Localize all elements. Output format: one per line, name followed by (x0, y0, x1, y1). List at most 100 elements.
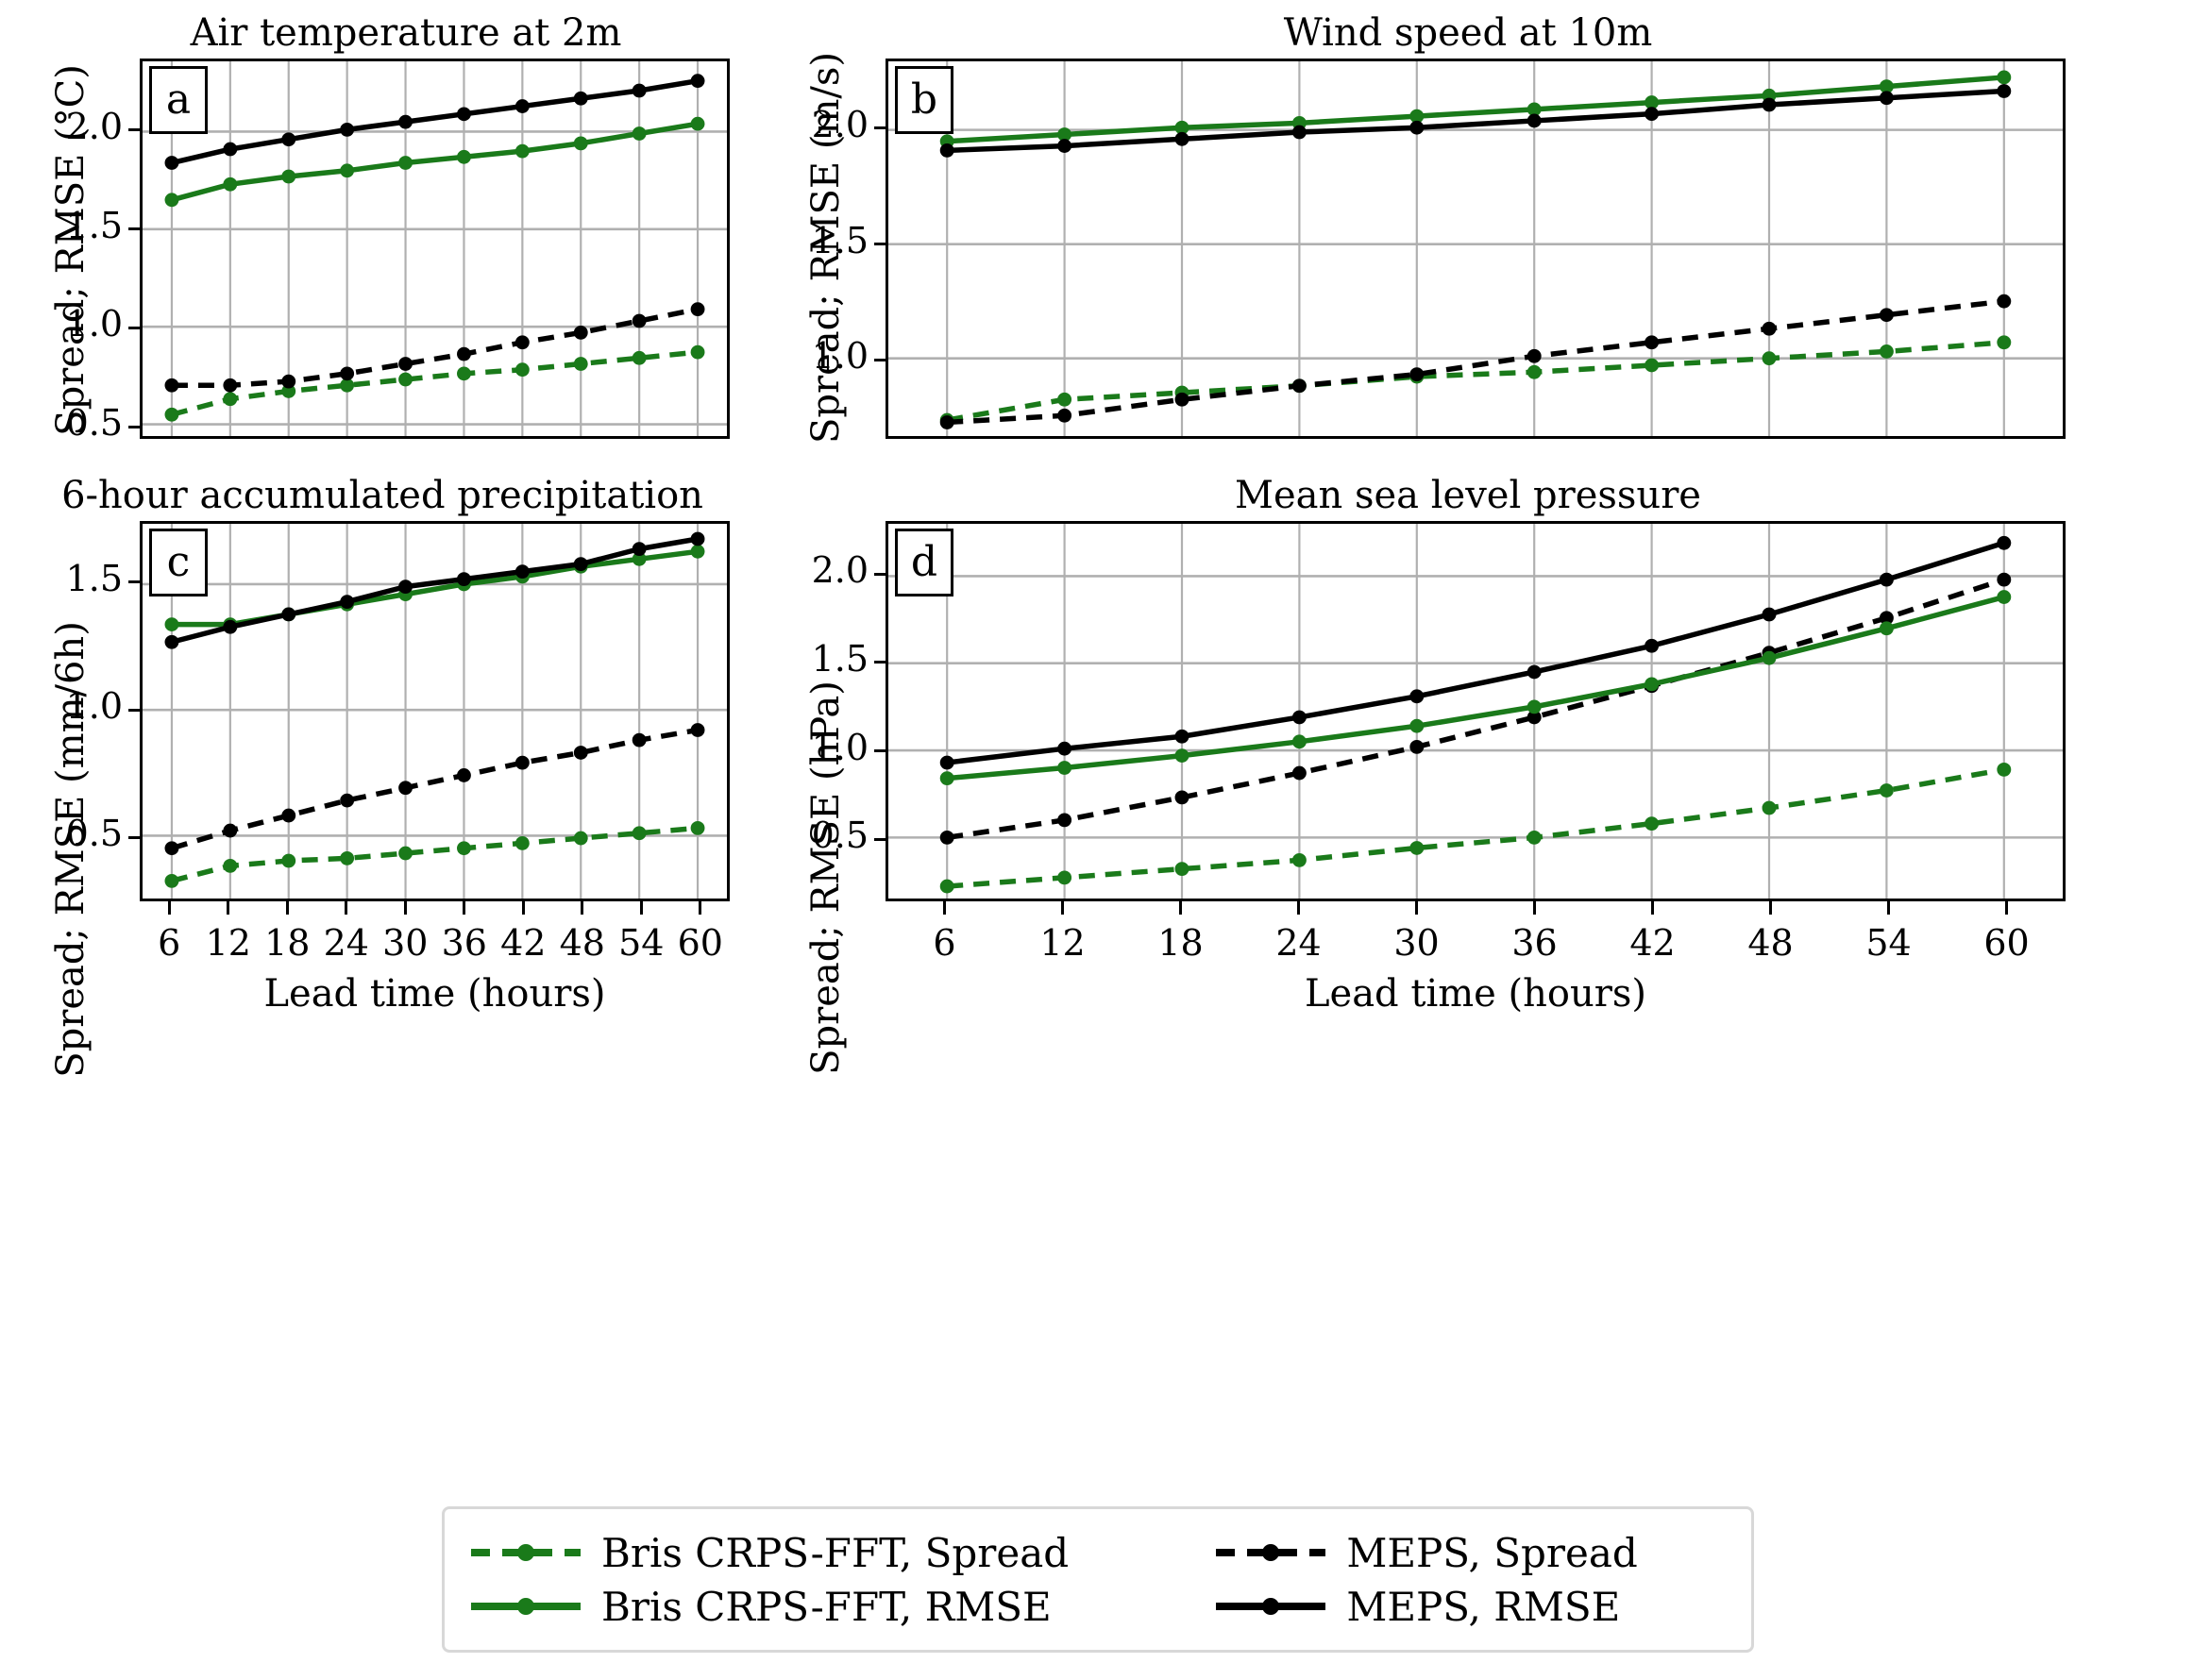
x-tick-label: 18 (264, 922, 311, 964)
x-tick-label: 54 (1865, 922, 1912, 964)
figure-legend: Bris CRPS-FFT, Spread MEPS, Spread Bris … (442, 1506, 1754, 1653)
x-tick-mark (1061, 901, 1064, 915)
x-tick-label: 12 (205, 922, 251, 964)
y-tick-mark (874, 572, 886, 576)
y-tick-label: 0.5 (811, 815, 869, 857)
panel-b-canvas (888, 61, 2063, 436)
panel-d-plot (886, 521, 2066, 901)
y-tick-mark (128, 708, 140, 712)
x-tick-label: 42 (1629, 922, 1676, 964)
x-tick-label: 36 (441, 922, 487, 964)
panel-a-title: Air temperature at 2m (190, 11, 622, 55)
panel-a-letter: a (149, 66, 208, 134)
y-tick-mark (874, 126, 886, 130)
panel-a: Air temperature at 2m Spread; RMSE (°C) … (0, 0, 755, 472)
x-tick-mark (1415, 901, 1418, 915)
y-tick-mark (128, 425, 140, 428)
legend-label-meps-spread: MEPS, Spread (1346, 1529, 1638, 1576)
y-tick-label: 1.0 (811, 335, 869, 378)
y-tick-mark (128, 128, 140, 132)
legend-entry-meps-spread: MEPS, Spread (1214, 1530, 1727, 1576)
panel-d-ylabel: Spread; RMSE (hPa) (804, 680, 848, 1075)
x-tick-mark (403, 901, 407, 915)
x-tick-mark (1179, 901, 1182, 915)
y-tick-mark (874, 749, 886, 753)
y-tick-label: 0.5 (65, 402, 123, 445)
panel-b-letter: b (895, 66, 953, 134)
legend-swatch-meps-rmse (1216, 1598, 1326, 1615)
panel-d-xlabel: Lead time (hours) (1304, 972, 1647, 1016)
panel-d-canvas (888, 524, 2063, 899)
y-tick-label: 1.5 (65, 204, 123, 246)
y-tick-label: 1.5 (811, 637, 869, 680)
y-tick-label: 1.5 (811, 219, 869, 261)
y-tick-label: 0.5 (65, 813, 123, 855)
panel-a-plot (140, 59, 730, 439)
x-tick-label: 18 (1157, 922, 1204, 964)
legend-swatch-bris-spread (471, 1544, 581, 1561)
x-tick-mark (1297, 901, 1300, 915)
x-tick-label: 30 (1393, 922, 1440, 964)
panel-c-xlabel: Lead time (hours) (263, 972, 606, 1016)
y-tick-mark (874, 358, 886, 361)
legend-label-meps-rmse: MEPS, RMSE (1346, 1583, 1621, 1630)
panel-d-letter: d (895, 529, 953, 596)
y-tick-mark (128, 835, 140, 839)
x-tick-label: 54 (618, 922, 665, 964)
x-tick-label: 12 (1039, 922, 1086, 964)
y-tick-label: 1.0 (811, 726, 869, 768)
x-tick-mark (1651, 901, 1654, 915)
y-tick-label: 1.5 (65, 557, 123, 599)
panel-c-letter: c (149, 529, 208, 596)
x-tick-mark (943, 901, 946, 915)
x-tick-mark (345, 901, 348, 915)
y-tick-mark (128, 227, 140, 230)
x-tick-label: 24 (323, 922, 369, 964)
y-tick-label: 2.0 (811, 103, 869, 145)
panel-a-canvas (143, 61, 727, 436)
x-tick-mark (1769, 901, 1772, 915)
x-tick-label: 60 (1983, 922, 2030, 964)
x-tick-label: 6 (933, 922, 956, 964)
y-tick-mark (128, 580, 140, 584)
x-tick-label: 36 (1511, 922, 1558, 964)
panel-c-plot (140, 521, 730, 901)
x-tick-label: 48 (1747, 922, 1794, 964)
y-tick-label: 1.0 (65, 685, 123, 728)
panel-b: Wind speed at 10m Spread; RMSE (m/s) b 1… (755, 0, 2193, 472)
x-tick-mark (521, 901, 525, 915)
y-tick-label: 2.0 (811, 549, 869, 592)
legend-swatch-bris-rmse (471, 1598, 581, 1615)
x-tick-mark (581, 901, 584, 915)
y-tick-mark (874, 243, 886, 246)
panel-b-plot (886, 59, 2066, 439)
x-tick-mark (639, 901, 643, 915)
y-tick-mark (874, 837, 886, 841)
legend-entry-meps-rmse: MEPS, RMSE (1214, 1584, 1727, 1630)
panel-c: 6-hour accumulated precipitation Spread;… (0, 462, 755, 1472)
x-tick-mark (699, 901, 702, 915)
legend-label-bris-rmse: Bris CRPS-FFT, RMSE (601, 1583, 1052, 1630)
x-tick-label: 6 (158, 922, 181, 964)
y-tick-mark (128, 326, 140, 329)
x-tick-label: 48 (559, 922, 605, 964)
x-tick-mark (227, 901, 230, 915)
x-tick-label: 60 (677, 922, 723, 964)
x-tick-label: 30 (382, 922, 429, 964)
x-tick-label: 24 (1275, 922, 1322, 964)
y-tick-mark (874, 661, 886, 664)
panel-d-title: Mean sea level pressure (1235, 474, 1701, 517)
x-tick-label: 42 (500, 922, 547, 964)
panel-b-title: Wind speed at 10m (1283, 11, 1653, 55)
panel-d: Mean sea level pressure Spread; RMSE (hP… (755, 462, 2193, 1472)
legend-swatch-meps-spread (1216, 1544, 1326, 1561)
legend-entry-bris-rmse: Bris CRPS-FFT, RMSE (469, 1584, 1157, 1630)
y-tick-label: 1.0 (65, 303, 123, 345)
panel-c-canvas (143, 524, 727, 899)
panel-c-title: 6-hour accumulated precipitation (61, 474, 703, 517)
x-tick-mark (2005, 901, 2008, 915)
y-tick-label: 2.0 (65, 105, 123, 147)
legend-entry-bris-spread: Bris CRPS-FFT, Spread (469, 1530, 1157, 1576)
x-tick-mark (167, 901, 171, 915)
